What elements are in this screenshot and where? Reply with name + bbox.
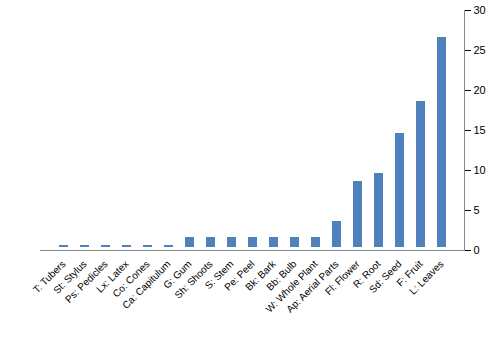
svg-text:Lx: Latex: Lx: Latex <box>94 258 131 295</box>
svg-text:25: 25 <box>474 44 486 56</box>
svg-text:Co: Cones: Co: Cones <box>110 258 152 300</box>
svg-text:F: Fruit: F: Fruit <box>394 258 425 289</box>
svg-text:G: Gum: G: Gum <box>161 258 194 291</box>
svg-text:Ca: Capitulum: Ca: Capitulum <box>120 258 173 311</box>
svg-text:5: 5 <box>474 204 480 216</box>
svg-text:Ap: Aerial Parts: Ap: Aerial Parts <box>284 258 341 315</box>
svg-text:St: Stylus: St: Stylus <box>51 258 89 296</box>
svg-text:Fl: Flower: Fl: Flower <box>322 258 362 298</box>
svg-text:Sh: Shoots: Sh: Shoots <box>172 258 215 301</box>
svg-text:Sd: Seed: Sd: Seed <box>366 258 404 296</box>
svg-text:Ps: Pedicles: Ps: Pedicles <box>63 258 110 305</box>
svg-text:10: 10 <box>474 164 486 176</box>
svg-text:T: Tubers: T: Tubers <box>30 258 68 296</box>
svg-text:0: 0 <box>474 244 480 256</box>
svg-text:15: 15 <box>474 124 486 136</box>
svg-text:Bk: Bark: Bk: Bark <box>243 258 278 293</box>
svg-text:30: 30 <box>474 4 486 16</box>
svg-text:S: Stem: S: Stem <box>202 258 236 292</box>
svg-text:Bb: Bulb: Bb: Bulb <box>264 258 299 293</box>
svg-text:W: Whole Plant: W: Whole Plant <box>263 258 320 315</box>
svg-text:20: 20 <box>474 84 486 96</box>
svg-text:Pe: Peel: Pe: Peel <box>222 258 257 293</box>
svg-text:R: Root: R: Root <box>350 258 383 290</box>
svg-text:L: Leaves: L: Leaves <box>407 258 445 296</box>
